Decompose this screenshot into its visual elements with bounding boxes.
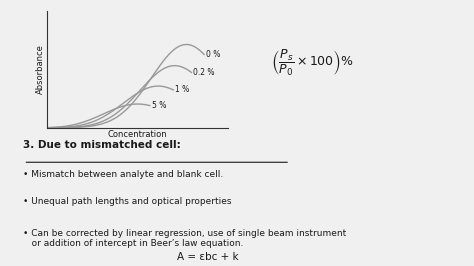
Text: • Mismatch between analyte and blank cell.: • Mismatch between analyte and blank cel…	[23, 170, 224, 179]
Y-axis label: Absorbance: Absorbance	[36, 44, 45, 94]
Text: 0 %: 0 %	[206, 50, 220, 59]
Text: • Can be corrected by linear regression, use of single beam instrument
   or add: • Can be corrected by linear regression,…	[23, 229, 346, 248]
Text: $\left(\dfrac{P_s}{P_0}\times100\right)\%$: $\left(\dfrac{P_s}{P_0}\times100\right)\…	[271, 48, 354, 78]
Text: • Unequal path lengths and optical properties: • Unequal path lengths and optical prope…	[23, 197, 232, 206]
Text: A = εbc + k: A = εbc + k	[176, 252, 238, 262]
X-axis label: Concentration: Concentration	[108, 130, 167, 139]
Text: 1 %: 1 %	[175, 85, 189, 94]
Text: 3. Due to mismatched cell:: 3. Due to mismatched cell:	[23, 140, 181, 150]
Text: 0.2 %: 0.2 %	[193, 68, 215, 77]
Text: 5 %: 5 %	[152, 101, 166, 110]
